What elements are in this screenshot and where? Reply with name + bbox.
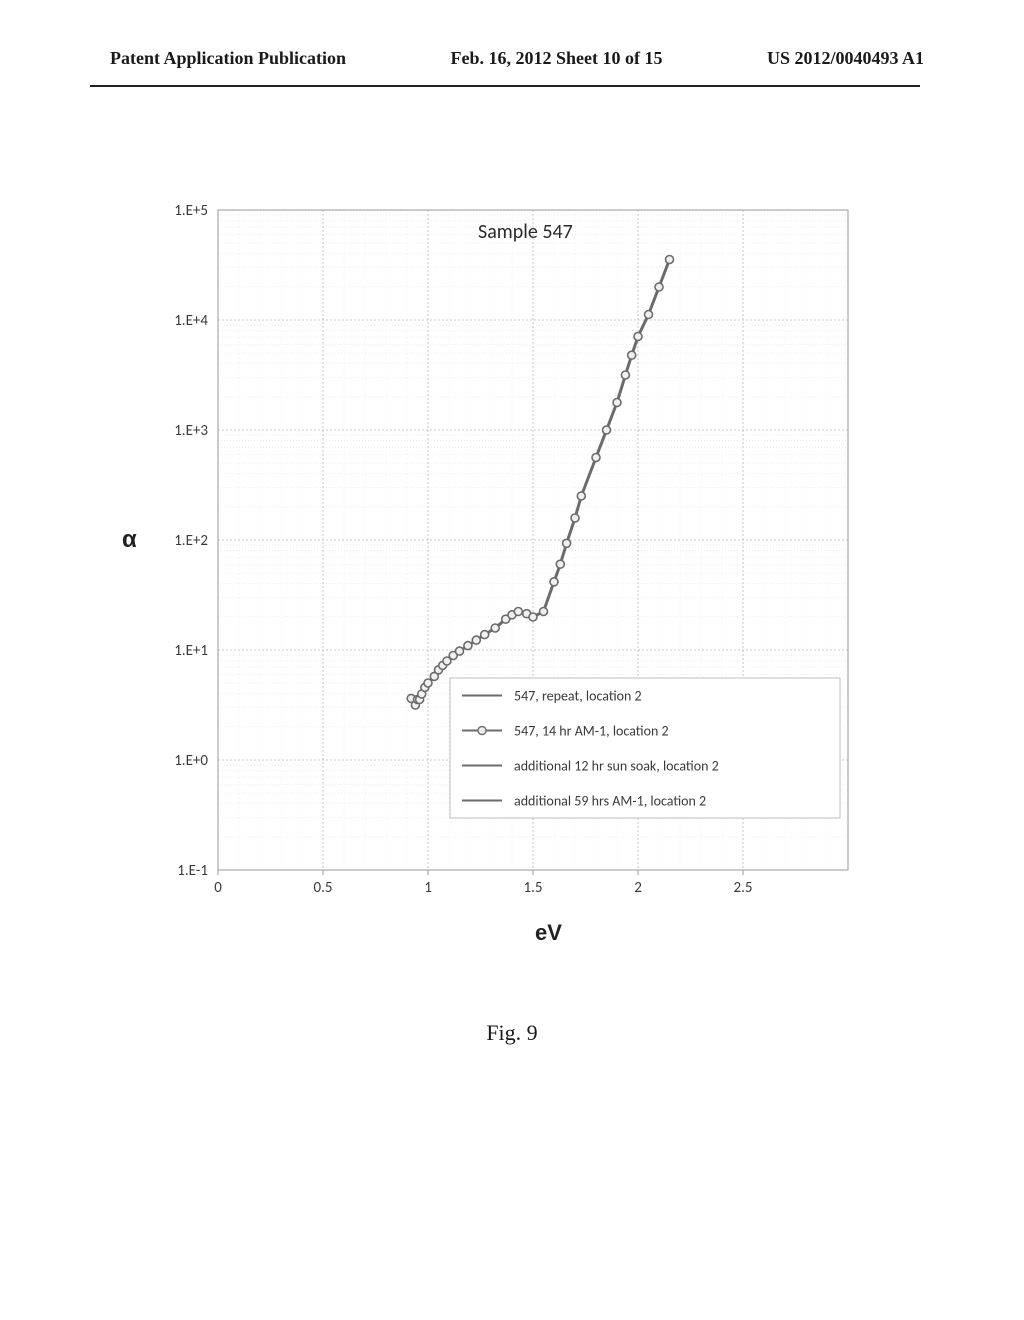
svg-text:1.5: 1.5: [524, 879, 543, 897]
y-axis-label: α: [122, 526, 137, 554]
figure-caption: Fig. 9: [0, 1020, 1024, 1046]
svg-text:1.E+2: 1.E+2: [174, 532, 208, 550]
svg-text:Sample 547: Sample 547: [478, 220, 573, 244]
header-right: US 2012/0040493 A1: [767, 48, 924, 69]
svg-text:1: 1: [424, 879, 432, 897]
x-axis-label: eV: [535, 920, 562, 946]
figure-area: α eV 1.E-11.E+01.E+11.E+21.E+31.E+41.E+5…: [140, 200, 870, 940]
svg-text:1.E+1: 1.E+1: [174, 642, 208, 660]
svg-text:additional 12 hr sun soak, loc: additional 12 hr sun soak, location 2: [514, 758, 719, 775]
header-divider: [90, 85, 920, 87]
header-center: Feb. 16, 2012 Sheet 10 of 15: [451, 48, 663, 69]
svg-text:547, 14 hr AM-1, location 2: 547, 14 hr AM-1, location 2: [514, 723, 669, 740]
svg-text:1.E+0: 1.E+0: [174, 752, 208, 770]
header-left: Patent Application Publication: [110, 48, 346, 69]
chart-svg: 1.E-1 1.E+0 1.E+1 1.E+2 1.E+3 1.E+4 1.E+5 0 0.5 1…: [140, 200, 870, 940]
svg-text:additional 59 hrs AM-1, locati: additional 59 hrs AM-1, location 2: [514, 793, 706, 810]
svg-text:0: 0: [214, 879, 222, 897]
svg-text:0.5: 0.5: [314, 879, 333, 897]
svg-text:1.E+5: 1.E+5: [174, 202, 208, 220]
page-header: Patent Application Publication Feb. 16, …: [0, 48, 1024, 69]
svg-text:1.E+4: 1.E+4: [174, 312, 208, 330]
svg-text:2: 2: [634, 879, 642, 897]
svg-text:1.E-1: 1.E-1: [177, 862, 208, 880]
svg-text:2.5: 2.5: [734, 879, 753, 897]
svg-text:547, repeat, location 2: 547, repeat, location 2: [514, 688, 642, 705]
svg-text:1.E+3: 1.E+3: [174, 422, 208, 440]
